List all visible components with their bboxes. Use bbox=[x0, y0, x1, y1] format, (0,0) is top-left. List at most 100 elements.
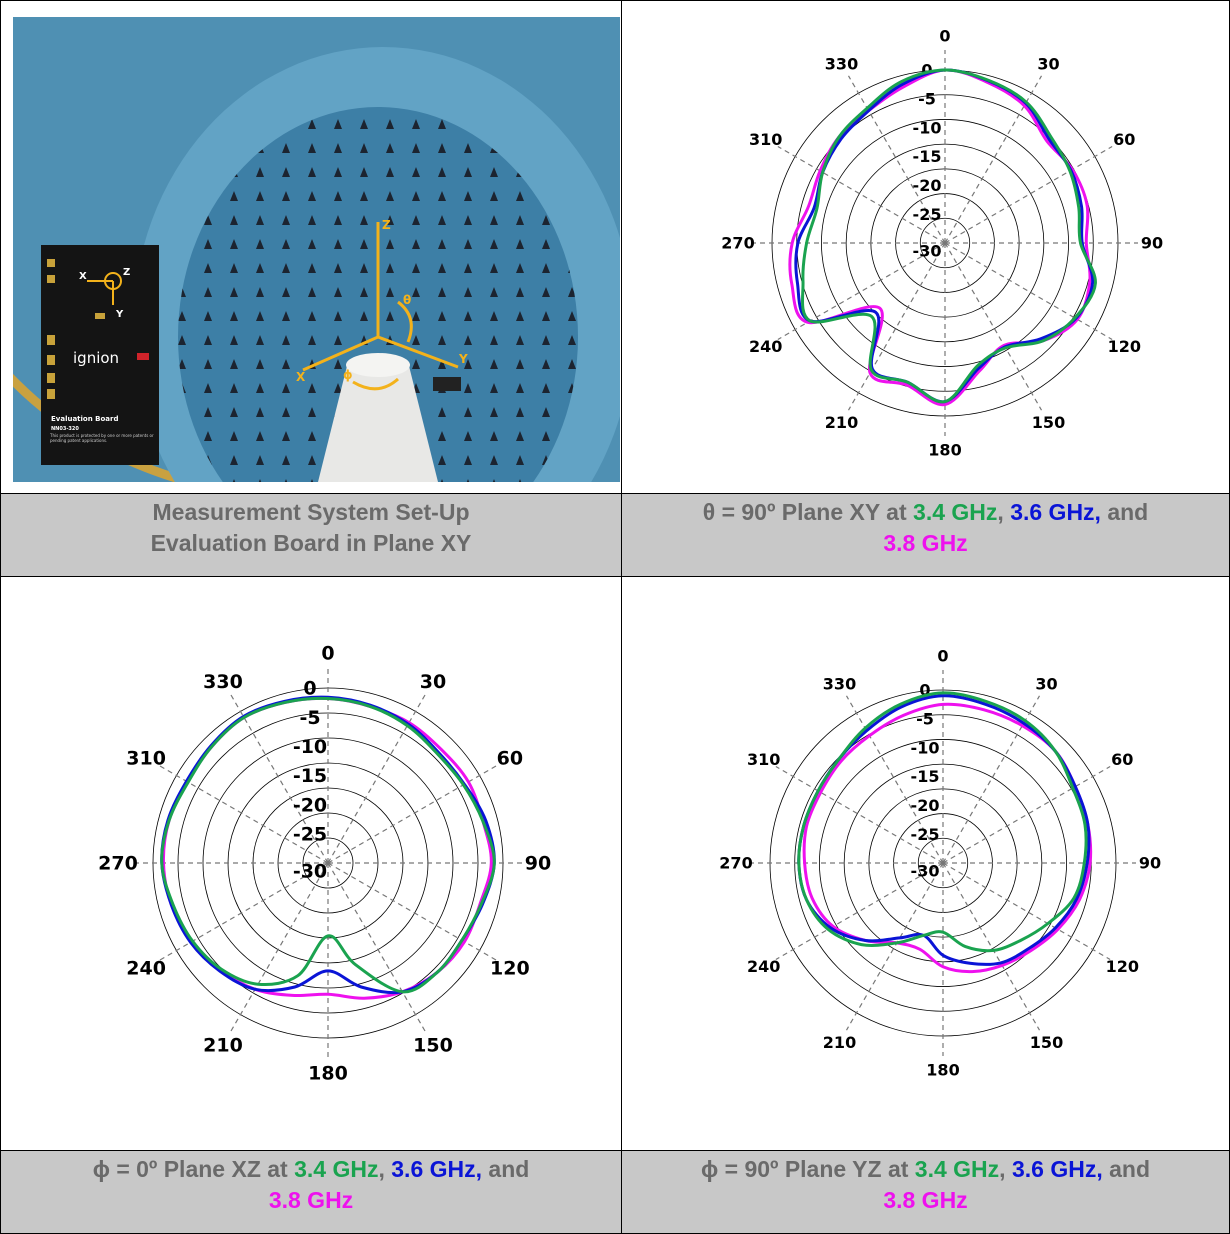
radial-label: -15 bbox=[913, 147, 942, 166]
angle-label: 270 bbox=[98, 853, 138, 875]
angle-label: 0 bbox=[939, 27, 950, 46]
caption-photo-line2: Evaluation Board in Plane XY bbox=[150, 530, 472, 556]
angle-label: 0 bbox=[321, 643, 334, 665]
polar-ring bbox=[845, 143, 1045, 343]
caption-yz: ϕ = 90º Plane YZ at 3.4 GHz, 3.6 GHz, an… bbox=[621, 1150, 1230, 1234]
polar-chart-xz: 0 30 60 90 120 150 180 210 240 270 310 330 0 -5 -10 -15… bbox=[98, 643, 551, 1085]
radial-label: -10 bbox=[913, 118, 942, 137]
board-code: NN03-320 bbox=[51, 426, 79, 432]
angle-label: 60 bbox=[497, 748, 523, 770]
measurement-photo: Z Y X θ ϕ X Y Z bbox=[13, 17, 620, 482]
radial-label: -25 bbox=[911, 825, 940, 844]
radial-label: -20 bbox=[913, 176, 942, 195]
angle-label: 60 bbox=[1111, 750, 1133, 769]
caption-photo-line1: Measurement System Set-Up bbox=[152, 499, 470, 525]
angle-label: 120 bbox=[1108, 337, 1141, 356]
polar-ring bbox=[919, 217, 971, 269]
caption-xz-f2: 3.6 GHz, bbox=[391, 1156, 483, 1182]
radial-label: -10 bbox=[293, 736, 327, 758]
polar-spoke bbox=[942, 862, 1041, 1031]
polar-ring bbox=[821, 119, 1069, 367]
angle-label: 270 bbox=[721, 234, 754, 253]
angle-label: 60 bbox=[1113, 130, 1135, 149]
polar-spoke bbox=[327, 862, 498, 962]
angle-label: 30 bbox=[1037, 54, 1059, 73]
caption-photo: Measurement System Set-Up Evaluation Boa… bbox=[0, 493, 622, 577]
caption-xy-f1: 3.4 GHz bbox=[913, 499, 998, 525]
radial-label: -5 bbox=[299, 707, 320, 729]
radial-label: -20 bbox=[911, 796, 940, 815]
caption-yz-sep: , bbox=[999, 1156, 1012, 1182]
measurement-photo-svg: Z Y X θ ϕ X Y Z bbox=[13, 17, 620, 482]
caption-xy-and: and bbox=[1100, 499, 1149, 525]
board-brand: ignion bbox=[73, 349, 119, 367]
polar-ring bbox=[177, 712, 479, 1014]
radial-label: -15 bbox=[911, 767, 940, 786]
angle-label: 330 bbox=[823, 674, 856, 693]
polar-spoke bbox=[229, 862, 329, 1033]
polar-xz-cell: 0 30 60 90 120 150 180 210 240 270 310 330 0 -5 -10 -15… bbox=[0, 576, 622, 1151]
board-axis-z: Z bbox=[123, 267, 130, 278]
caption-xy-f2: 3.6 GHz, bbox=[1010, 499, 1101, 525]
angle-label: 150 bbox=[1032, 413, 1065, 432]
radial-label: -25 bbox=[913, 205, 942, 224]
polar-spoke bbox=[158, 862, 329, 962]
angle-label: 310 bbox=[749, 130, 782, 149]
angle-label: 180 bbox=[928, 441, 961, 460]
photo-axis-theta: θ bbox=[403, 293, 411, 307]
angle-label: 30 bbox=[1035, 674, 1057, 693]
photo-axis-z: Z bbox=[382, 218, 391, 232]
angle-label: 150 bbox=[1030, 1033, 1063, 1052]
caption-yz-f3: 3.8 GHz bbox=[883, 1187, 968, 1213]
angle-label: 240 bbox=[747, 957, 780, 976]
radial-label: 0 bbox=[919, 681, 930, 700]
angle-label: 210 bbox=[825, 413, 858, 432]
polar-yz-cell: 0 30 60 90 120 150 180 210 240 270 310 330 0 -5 -10 -15… bbox=[621, 576, 1230, 1151]
angle-label: 30 bbox=[420, 671, 446, 693]
series-line-3.4-GHz bbox=[801, 68, 1097, 404]
caption-yz-prefix: ϕ = 90º Plane YZ at bbox=[701, 1156, 915, 1182]
polar-spoke bbox=[327, 764, 498, 864]
angle-label: 90 bbox=[1139, 854, 1161, 873]
angle-label: 210 bbox=[823, 1033, 856, 1052]
board-axis-y: Y bbox=[115, 309, 124, 320]
photo-axis-phi: ϕ bbox=[343, 368, 353, 382]
polar-xy-cell: 0 30 60 90 120 150 180 210 240 270 310 330 0 -5 -10 -15… bbox=[621, 0, 1230, 494]
series-line-3.4-GHz bbox=[160, 696, 496, 994]
polar-spoke bbox=[229, 693, 329, 864]
radial-label: -5 bbox=[918, 89, 936, 108]
radial-label: -30 bbox=[293, 861, 327, 883]
radial-label: -10 bbox=[911, 738, 940, 757]
polar-spoke bbox=[327, 693, 427, 864]
caption-xy-prefix: θ = 90º Plane XY at bbox=[702, 499, 914, 525]
caption-yz-f2: 3.6 GHz, bbox=[1011, 1156, 1103, 1182]
angle-label: 120 bbox=[1106, 957, 1139, 976]
angle-label: 180 bbox=[308, 1063, 348, 1085]
photo-axis-y: Y bbox=[458, 352, 468, 366]
photo-axis-x: X bbox=[296, 370, 306, 384]
board-desc: This product is protected by one or more… bbox=[50, 433, 154, 443]
caption-xz-sep: , bbox=[378, 1156, 392, 1182]
caption-xz-f3: 3.8 GHz bbox=[268, 1187, 354, 1213]
polar-spoke bbox=[327, 862, 427, 1033]
board-title: Evaluation Board bbox=[51, 415, 118, 423]
polar-ring bbox=[917, 837, 969, 889]
board-axis-x: X bbox=[79, 271, 87, 282]
polar-spoke bbox=[847, 242, 946, 411]
radial-label: -30 bbox=[913, 242, 942, 261]
angle-label: 310 bbox=[126, 748, 166, 770]
series-line-3.4-GHz bbox=[797, 691, 1088, 953]
caption-xy: θ = 90º Plane XY at 3.4 GHz, 3.6 GHz, an… bbox=[621, 493, 1230, 577]
polar-grid bbox=[133, 668, 523, 1058]
angle-label: 0 bbox=[937, 647, 948, 666]
caption-xz-prefix: ϕ = 0º Plane XZ at bbox=[92, 1156, 295, 1182]
polar-ring bbox=[302, 837, 354, 889]
angle-label: 270 bbox=[719, 854, 752, 873]
radial-label: -20 bbox=[293, 794, 327, 816]
radial-label: -25 bbox=[293, 823, 327, 845]
angle-label: 150 bbox=[413, 1035, 453, 1057]
angle-label: 240 bbox=[126, 958, 166, 980]
angle-label: 120 bbox=[490, 958, 530, 980]
caption-xz-and: and bbox=[482, 1156, 530, 1182]
